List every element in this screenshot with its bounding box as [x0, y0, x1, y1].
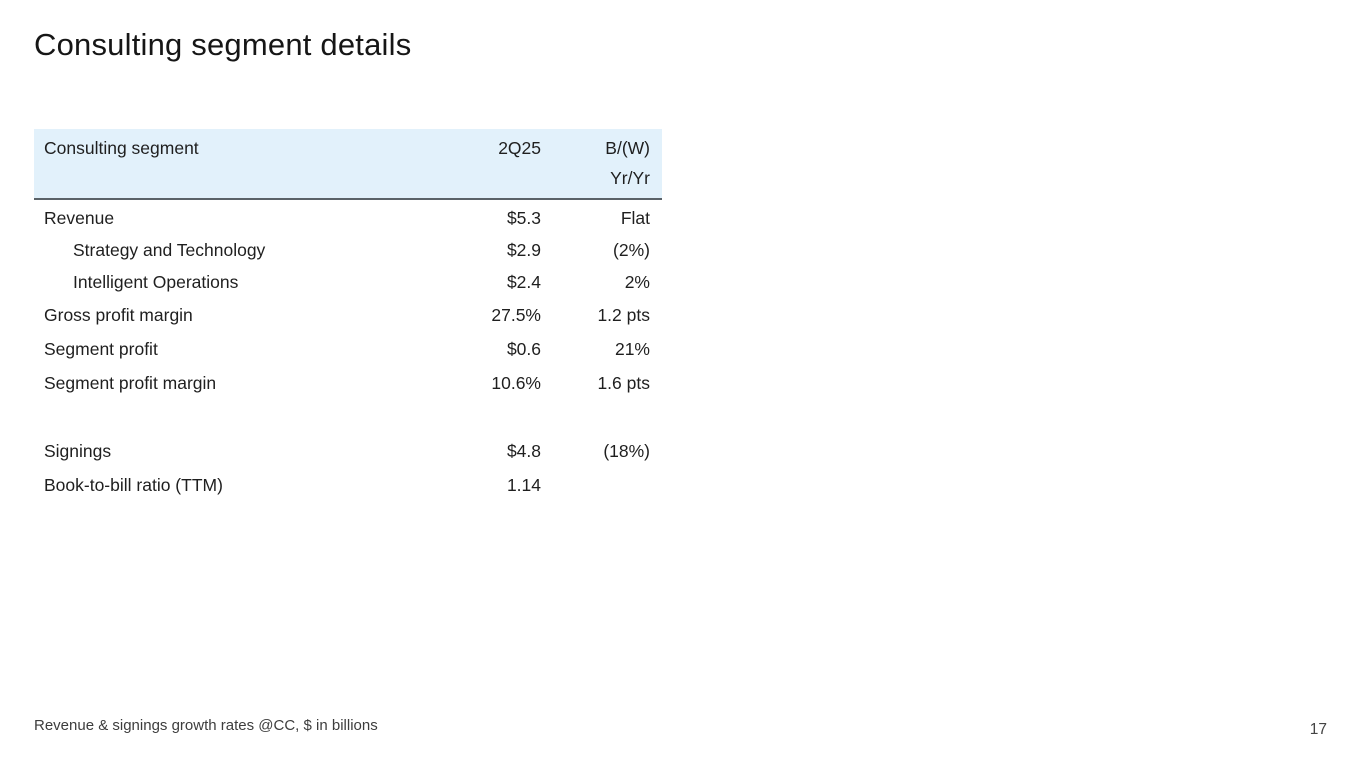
table-row-spacer: [34, 400, 662, 434]
table-row: Book-to-bill ratio (TTM) 1.14: [34, 468, 662, 502]
row-label: Revenue: [44, 208, 115, 228]
table-row: Segment profit $0.6 21%: [34, 332, 662, 366]
row-value: $2.4: [506, 272, 541, 292]
table-header-change-line2: Yr/Yr: [610, 168, 650, 188]
row-label: Book-to-bill ratio (TTM): [44, 475, 223, 495]
row-yoy: (2%): [613, 240, 650, 260]
row-yoy: 2%: [624, 272, 650, 292]
row-value: 27.5%: [491, 305, 541, 325]
page-title: Consulting segment details: [34, 27, 412, 62]
table-body: Revenue $5.3 Flat Strategy and Technolog…: [34, 200, 662, 502]
row-value: 10.6%: [491, 373, 541, 393]
row-value: $4.8: [506, 441, 541, 461]
row-yoy: (18%): [603, 441, 650, 461]
row-label: Strategy and Technology: [73, 240, 266, 260]
row-label: Segment profit: [44, 339, 158, 359]
table-row: Intelligent Operations $2.4 2%: [34, 266, 662, 298]
row-yoy: 1.6 pts: [597, 373, 650, 393]
consulting-segment-table: Consulting segment 2Q25 B/(W) Yr/Yr Reve…: [34, 129, 662, 502]
row-value: $2.9: [506, 240, 541, 260]
table-header-period: 2Q25: [498, 138, 541, 158]
row-value: 1.14: [506, 475, 541, 495]
table-row: Signings $4.8 (18%): [34, 434, 662, 468]
row-label: Gross profit margin: [44, 305, 193, 325]
table-header-row: Consulting segment 2Q25 B/(W) Yr/Yr: [34, 129, 662, 200]
row-label: Segment profit margin: [44, 373, 217, 393]
table-row: Segment profit margin 10.6% 1.6 pts: [34, 366, 662, 400]
row-yoy: Flat: [620, 208, 650, 228]
row-yoy: 1.2 pts: [597, 305, 650, 325]
table-row: Revenue $5.3 Flat: [34, 202, 662, 234]
table-row: Gross profit margin 27.5% 1.2 pts: [34, 298, 662, 332]
table-row: Strategy and Technology $2.9 (2%): [34, 234, 662, 266]
table-header-change-line1: B/(W): [605, 138, 650, 158]
table-header-label: Consulting segment: [44, 138, 199, 158]
row-label: Intelligent Operations: [73, 272, 239, 292]
footnote: Revenue & signings growth rates @CC, $ i…: [34, 717, 378, 734]
table-header-change: B/(W) Yr/Yr: [541, 133, 650, 193]
page-number: 17: [1309, 721, 1327, 738]
row-yoy: [541, 468, 650, 502]
row-value: $5.3: [506, 208, 541, 228]
row-value: $0.6: [506, 339, 541, 359]
row-yoy: 21%: [614, 339, 650, 359]
row-label: Signings: [44, 441, 112, 461]
